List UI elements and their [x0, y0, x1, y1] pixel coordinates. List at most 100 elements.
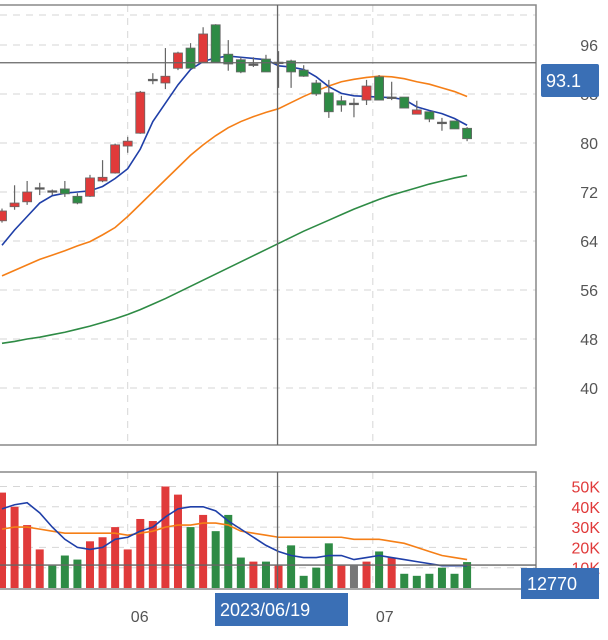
volume-bars [0, 486, 472, 588]
volume-bar [224, 514, 233, 588]
candle [323, 79, 334, 118]
volume-bar [236, 557, 245, 588]
candle [210, 24, 221, 63]
x-tick-label: 07 [376, 609, 394, 626]
volume-panel-frame [0, 471, 537, 590]
y-tick-label: 72 [580, 185, 598, 202]
y-tick-label: 96 [580, 38, 598, 55]
crosshair: 93.1 12770 2023/06/19 [0, 5, 599, 626]
volume-ma20-line [1, 522, 468, 561]
candle-body [59, 188, 70, 195]
candle-body [198, 33, 209, 63]
volume-bar [387, 557, 396, 588]
candle [437, 117, 447, 131]
candle-body [160, 75, 171, 84]
candle [273, 51, 284, 88]
candle [311, 79, 322, 96]
volume-bar [437, 567, 446, 588]
candle [449, 120, 460, 130]
volume-moving-averages [1, 501, 468, 567]
ma5-line [1, 55, 468, 246]
candle [97, 160, 108, 183]
volume-bar [173, 494, 182, 588]
candle-body [449, 120, 460, 130]
candle-body [411, 109, 422, 115]
candle [374, 75, 385, 101]
volume-bar [23, 525, 32, 588]
candle [399, 96, 410, 109]
volume-axis: 50K40K30K20K10K [572, 480, 601, 578]
date-badge: 2023/06/19 [215, 593, 348, 626]
volume-bar [299, 575, 308, 588]
candle [349, 98, 359, 118]
volume-bar [73, 559, 82, 588]
candle [9, 185, 20, 210]
candle [223, 40, 234, 71]
price-badge: 93.1 [541, 64, 599, 97]
candle-body [462, 127, 472, 140]
volume-bar [463, 562, 472, 588]
candle-body [72, 195, 83, 204]
candle-body [424, 111, 435, 120]
y-tick-label: 40 [580, 381, 598, 398]
volume-tick-label: 30K [572, 520, 601, 537]
volume-bar [111, 527, 120, 588]
candle-body [122, 140, 133, 147]
price-moving-averages [1, 55, 468, 345]
candle-body [0, 210, 7, 222]
candle-body [34, 187, 45, 190]
candle [110, 143, 121, 174]
volume-bar [199, 514, 208, 588]
volume-bar [249, 561, 258, 588]
candle-body [248, 63, 259, 66]
volume-bar [375, 551, 384, 588]
volume-bar [123, 549, 132, 588]
candle-body [437, 121, 447, 125]
candle [185, 43, 196, 69]
candle-body [386, 96, 397, 99]
volume-bar [425, 573, 434, 588]
candle-body [399, 96, 410, 109]
candle [424, 111, 435, 123]
volume-badge-text: 12770 [527, 574, 577, 594]
date-axis: 06 07 [131, 609, 394, 626]
volume-bar [35, 549, 44, 588]
volume-bar [400, 573, 409, 588]
y-tick-label: 64 [580, 234, 598, 251]
volume-bar [0, 492, 6, 588]
y-tick-label: 56 [580, 283, 598, 300]
candle-body [298, 69, 309, 77]
candle [85, 174, 95, 197]
candle-body [311, 82, 322, 95]
candle [0, 208, 7, 223]
volume-bar [450, 573, 459, 588]
candle-body [185, 47, 196, 69]
volume-bar [211, 531, 220, 588]
candle-body [173, 52, 183, 69]
candle-body [9, 202, 20, 208]
candle-body [374, 76, 385, 101]
candle-body [85, 177, 95, 197]
candle-body [135, 91, 146, 134]
candle [198, 27, 209, 63]
candle [72, 193, 83, 205]
volume-tick-label: 50K [572, 480, 601, 497]
candle [160, 48, 171, 90]
y-tick-label: 80 [580, 136, 598, 153]
volume-tick-label: 20K [572, 540, 601, 557]
volume-bar [312, 567, 321, 588]
volume-bar [349, 565, 358, 588]
candle-body [286, 60, 297, 73]
volume-bar [412, 575, 421, 588]
candle [122, 136, 133, 153]
volume-bar [98, 537, 107, 588]
candle [59, 180, 70, 197]
candle-body [235, 59, 246, 73]
volume-bar [60, 555, 69, 588]
volume-bar [362, 561, 371, 588]
candle [386, 81, 397, 101]
price-grid [0, 5, 536, 445]
candle-body [336, 100, 347, 106]
candle [135, 90, 146, 134]
